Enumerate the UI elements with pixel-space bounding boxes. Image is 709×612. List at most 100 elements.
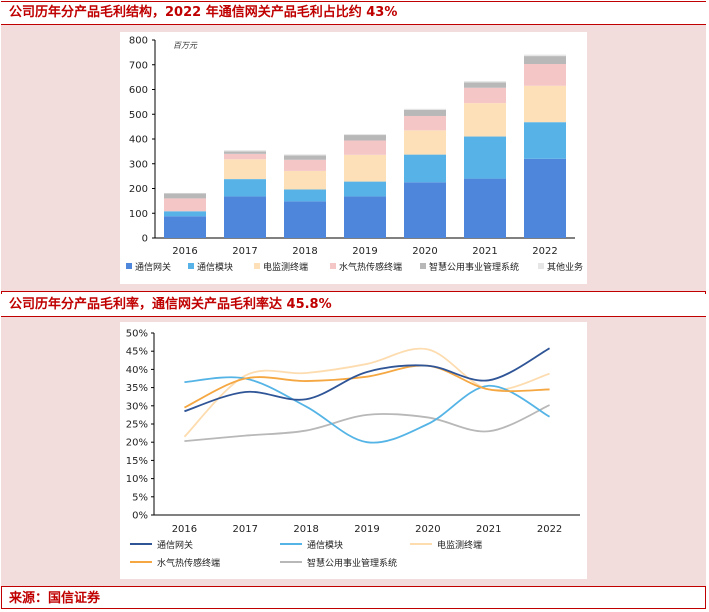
legend-swatch [126,263,132,269]
bar-segment [224,179,266,197]
x-tick-label: 2020 [415,524,440,535]
bar-segment [464,136,506,179]
bar-segment [404,109,446,116]
bar-segment [224,196,266,238]
legend-label: 水气热传感终端 [157,557,220,569]
y-tick-label: 500 [129,110,148,121]
bar-segment [344,134,386,136]
series-line [184,347,550,413]
bar-segment [344,154,386,182]
legend-swatch [188,263,194,269]
y-tick-label: 100 [129,209,148,220]
x-tick-label: 2020 [412,246,437,257]
x-tick-label: 2016 [172,246,197,257]
bar-segment [224,151,266,154]
bar-segment [524,158,566,238]
x-tick-label: 2017 [232,246,257,257]
bar-segment [164,193,206,199]
bar-segment [524,56,566,65]
y-tick-label: 50% [126,329,148,340]
legend-label: 智慧公用事业管理系统 [429,261,519,273]
legend-swatch [538,263,544,269]
bar-segment [224,150,266,152]
bar-segment [464,87,506,104]
bar-segment [284,170,326,190]
x-tick-label: 2019 [354,524,379,535]
bar-segment [524,122,566,159]
bar-segment [224,159,266,180]
y-tick-label: 35% [126,383,148,394]
bar-segment [464,178,506,238]
legend-label: 通信网关 [135,261,171,273]
legend-label: 水气热传感终端 [339,261,402,273]
bottom-chart-panel: 0% 5% 10% 15% 20% 25% 30% 35% 40% 45% 50% 2016 2017 2… [120,322,587,579]
legend-label: 电监测终端 [263,261,308,273]
x-tick-label: 2022 [537,524,562,535]
bar-segment [524,64,566,86]
x-tick-label: 2018 [293,524,318,535]
bar-segment [344,196,386,238]
bar-segment [284,189,326,202]
y-tick-label: 5% [132,492,148,503]
bar-segment [164,198,206,212]
unit-label: 百万元 [173,41,198,50]
legend-swatch [420,263,426,269]
bar-segment [284,154,326,156]
bar-segment [284,159,326,171]
top-chart-panel: 百万元 0 100 200 300 400 500 600 700 800 2016 2017 201… [120,32,587,284]
x-tick-label: 2016 [172,524,197,535]
bottom-chart-band: 0% 5% 10% 15% 20% 25% 30% 35% 40% 45% 50% 2016 2017 2… [1,316,706,587]
y-tick-label: 700 [129,60,148,71]
y-tick-label: 300 [129,159,148,170]
legend-label: 其他业务 [547,261,583,273]
y-tick-label: 200 [129,184,148,195]
y-tick-label: 30% [126,401,148,412]
bar-segment [404,130,446,155]
legend-swatch [254,263,260,269]
y-tick-label: 45% [126,347,148,358]
x-tick-label: 2019 [352,246,377,257]
top-chart-band: 百万元 0 100 200 300 400 500 600 700 800 2016 2017 201… [1,24,706,292]
legend-label: 通信网关 [157,539,193,551]
series-line [184,376,551,444]
legend-label: 通信模块 [307,539,343,551]
legend-label: 智慧公用事业管理系统 [307,557,397,569]
y-tick-label: 0 [142,234,148,245]
bar-segment [404,115,446,131]
bar-segment [404,108,446,110]
bar-segment [524,54,566,57]
x-tick-label: 2017 [233,524,258,535]
x-tick-label: 2022 [532,246,557,257]
top-chart-heading: 公司历年分产品毛利结构，2022 年通信网关产品毛利占比约 43% [1,2,706,24]
bar-segment [464,103,506,137]
x-tick-label: 2021 [476,524,501,535]
bar-segment [164,216,206,238]
series-line [184,404,550,443]
y-tick-label: 25% [126,420,148,431]
y-tick-label: 10% [126,474,148,485]
bottom-chart-heading: 公司历年分产品毛利率，通信网关产品毛利率达 45.8% [1,294,706,316]
y-tick-label: 20% [126,438,148,449]
x-tick-label: 2018 [292,246,317,257]
y-tick-label: 600 [129,85,148,96]
x-tick-label: 2021 [472,246,497,257]
bar-segment [404,182,446,238]
line-chart: 0% 5% 10% 15% 20% 25% 30% 35% 40% 45% 50% 2016 2017 2… [126,329,580,569]
legend-label: 通信模块 [197,261,233,273]
bar-segment [284,155,326,160]
bar-segment [344,181,386,197]
legend-swatch [330,263,336,269]
legend-label: 电监测终端 [437,539,482,551]
bar-segment [344,140,386,155]
bar-segment [464,81,506,83]
y-tick-label: 400 [129,135,148,146]
y-tick-label: 15% [126,456,148,467]
bar-segment [524,85,566,123]
bar-segment [404,154,446,183]
bar-segment [164,211,206,217]
bar-segment [284,201,326,238]
stacked-bar-chart: 百万元 0 100 200 300 400 500 600 700 800 2016 2017 201… [126,36,583,273]
y-tick-label: 40% [126,365,148,376]
y-tick-label: 800 [129,36,148,47]
bar-segment [464,82,506,88]
